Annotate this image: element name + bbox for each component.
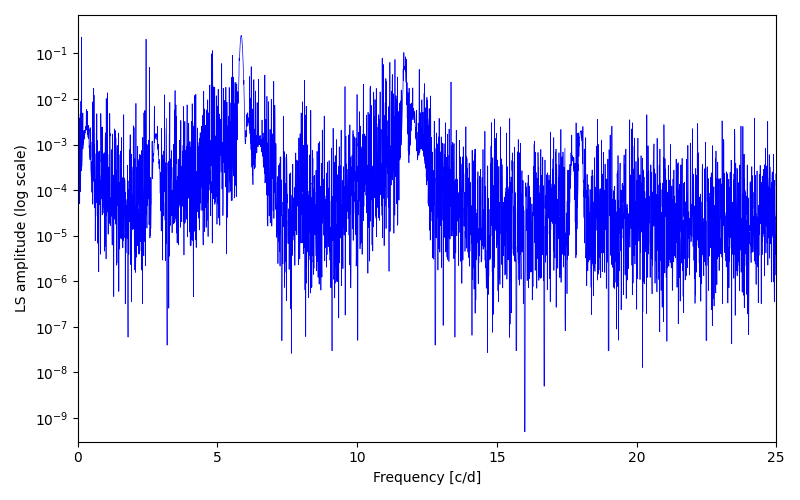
Y-axis label: LS amplitude (log scale): LS amplitude (log scale) bbox=[15, 144, 29, 312]
X-axis label: Frequency [c/d]: Frequency [c/d] bbox=[373, 471, 481, 485]
